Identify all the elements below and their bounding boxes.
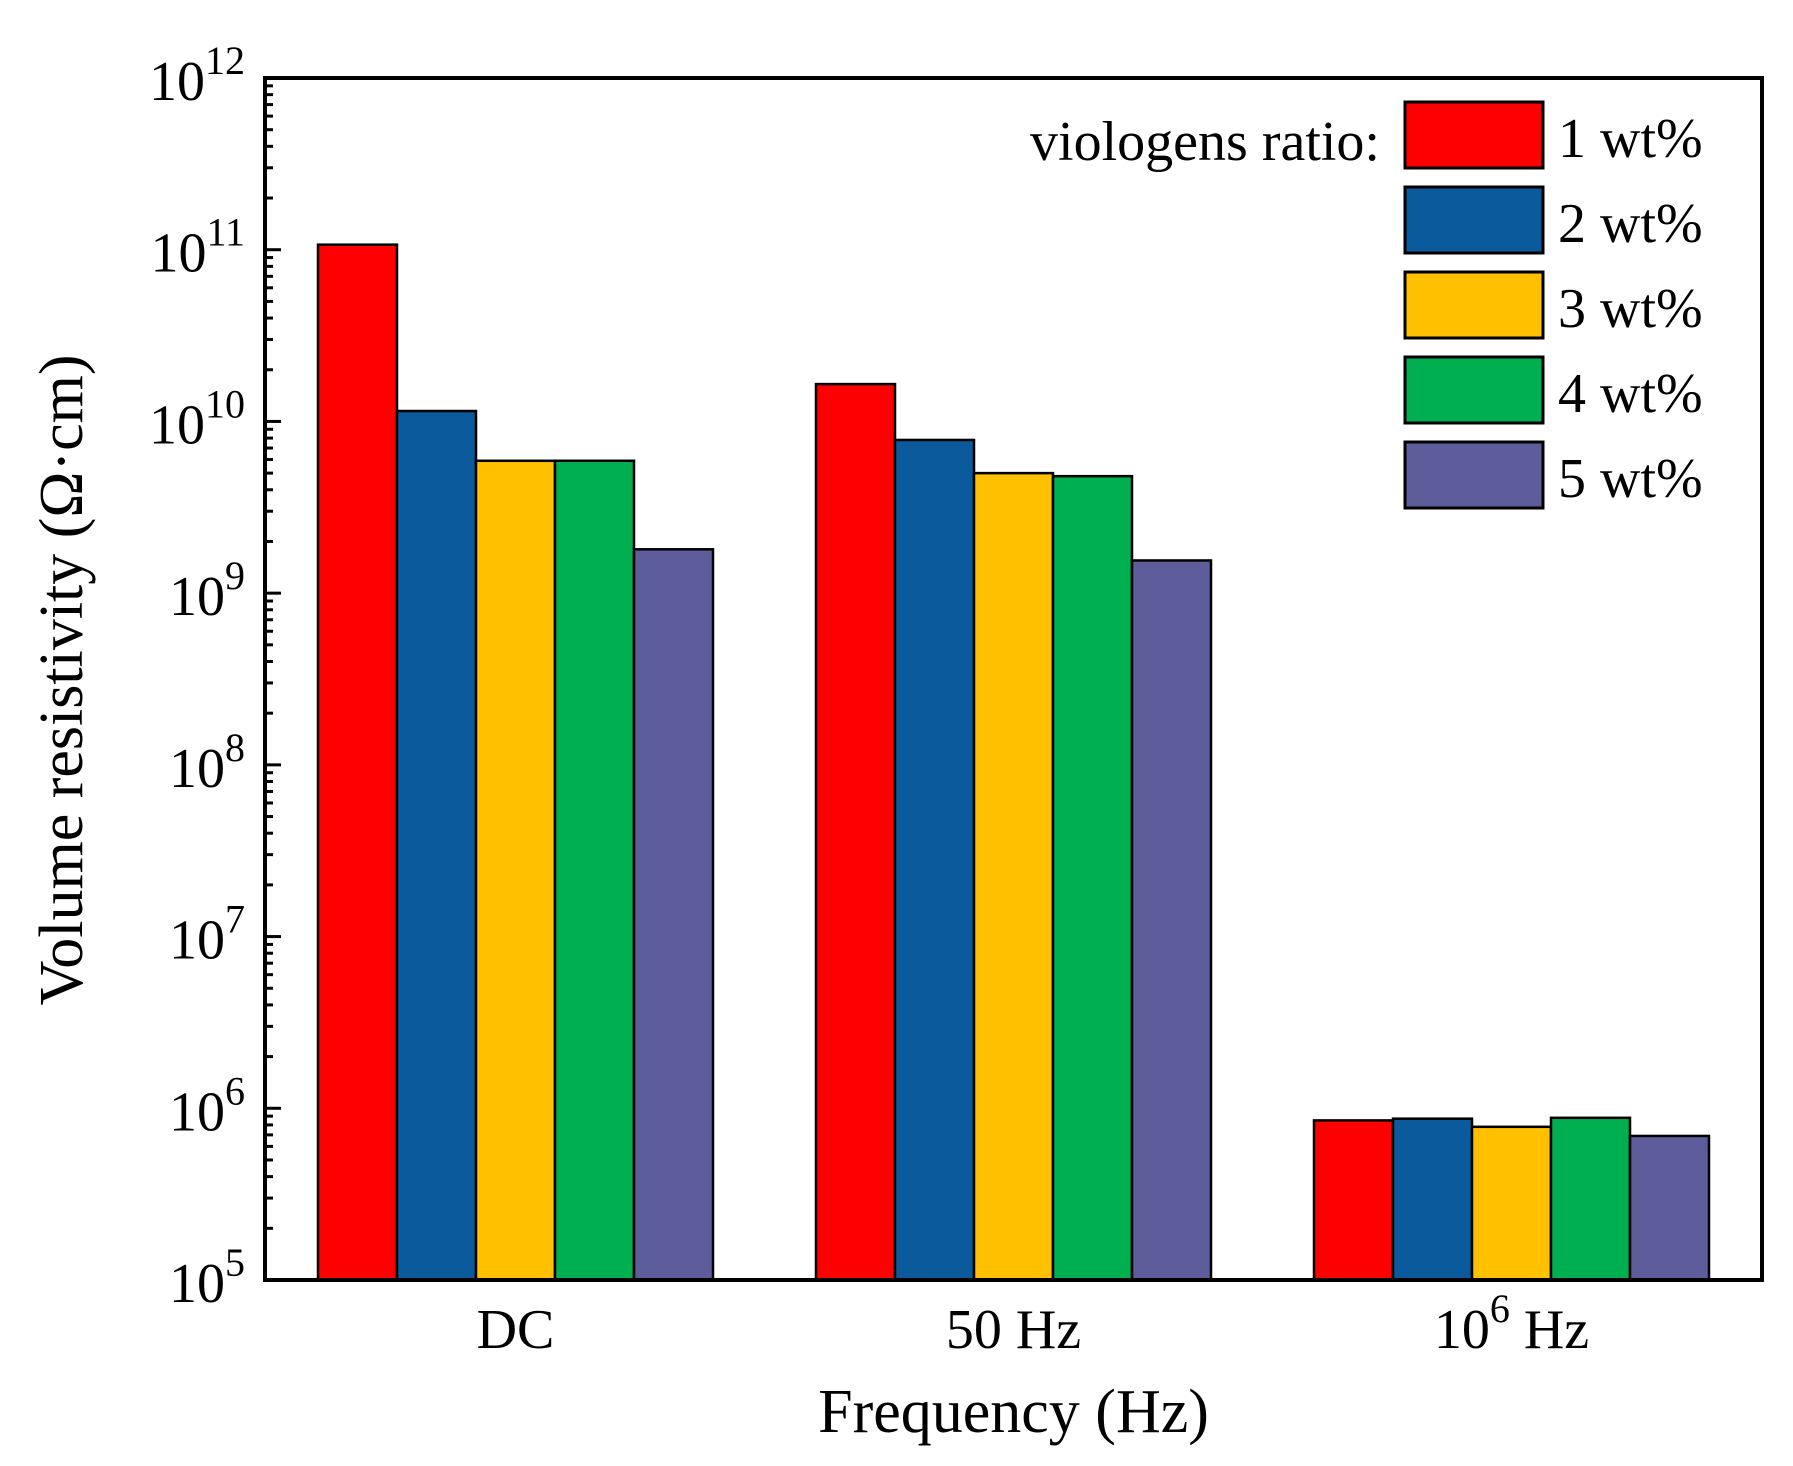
legend-label: 1 wt% — [1558, 108, 1703, 170]
bar-1wt-0 — [316, 243, 399, 1282]
legend-swatch — [1403, 100, 1545, 170]
y-tick-label: 108 — [169, 725, 245, 800]
bar-2wt-1 — [893, 438, 976, 1282]
legend-swatch — [1403, 355, 1545, 425]
y-tick-label: 105 — [169, 1240, 245, 1315]
bar-1wt-2 — [1312, 1119, 1395, 1282]
y-tick-label: 106 — [169, 1068, 245, 1143]
legend-label: 4 wt% — [1558, 363, 1703, 425]
bar-2wt-2 — [1391, 1117, 1474, 1282]
legend-label: 3 wt% — [1558, 278, 1703, 340]
bar-5wt-2 — [1628, 1134, 1711, 1282]
x-category-label: 50 Hz — [946, 1299, 1081, 1361]
legend-swatch — [1403, 440, 1545, 510]
bar-4wt-0 — [553, 459, 636, 1282]
bar-5wt-1 — [1130, 559, 1213, 1282]
bar-4wt-2 — [1549, 1116, 1632, 1282]
bar-2wt-0 — [395, 409, 478, 1282]
x-labels-group: DC 50 Hz 106 Hz — [477, 1286, 1590, 1361]
legend-label: 2 wt% — [1558, 193, 1703, 255]
legend: viologens ratio: 1 wt% 2 wt% 3 wt% 4 wt% 5 w… — [1030, 100, 1703, 510]
bars-group — [316, 243, 1711, 1282]
y-axis-title: Volume resistivity (Ω·cm) — [28, 354, 96, 1005]
bar-1wt-1 — [814, 382, 897, 1282]
legend-swatch — [1403, 185, 1545, 255]
x-category-label: 106 Hz — [1434, 1286, 1589, 1361]
legend-title: viologens ratio: — [1030, 111, 1380, 173]
bar-3wt-2 — [1470, 1125, 1553, 1282]
y-tick-label: 1011 — [150, 210, 245, 285]
x-axis-title: Frequency (Hz) — [818, 1378, 1209, 1446]
y-tick-label: 1010 — [149, 381, 245, 456]
legend-swatch — [1403, 270, 1545, 340]
y-tick-label: 109 — [169, 553, 245, 628]
y-ticks-group: 105 106 107 108 109 1010 1011 1012 — [149, 38, 281, 1315]
legend-label: 5 wt% — [1558, 448, 1703, 510]
x-category-label: DC — [477, 1299, 555, 1361]
bar-3wt-0 — [474, 459, 557, 1282]
y-tick-label: 1012 — [149, 38, 245, 113]
plot-frame — [263, 76, 1764, 1282]
y-tick-label: 107 — [169, 897, 245, 972]
bar-3wt-1 — [972, 471, 1055, 1282]
bar-5wt-0 — [632, 548, 715, 1282]
bar-4wt-1 — [1051, 474, 1134, 1282]
